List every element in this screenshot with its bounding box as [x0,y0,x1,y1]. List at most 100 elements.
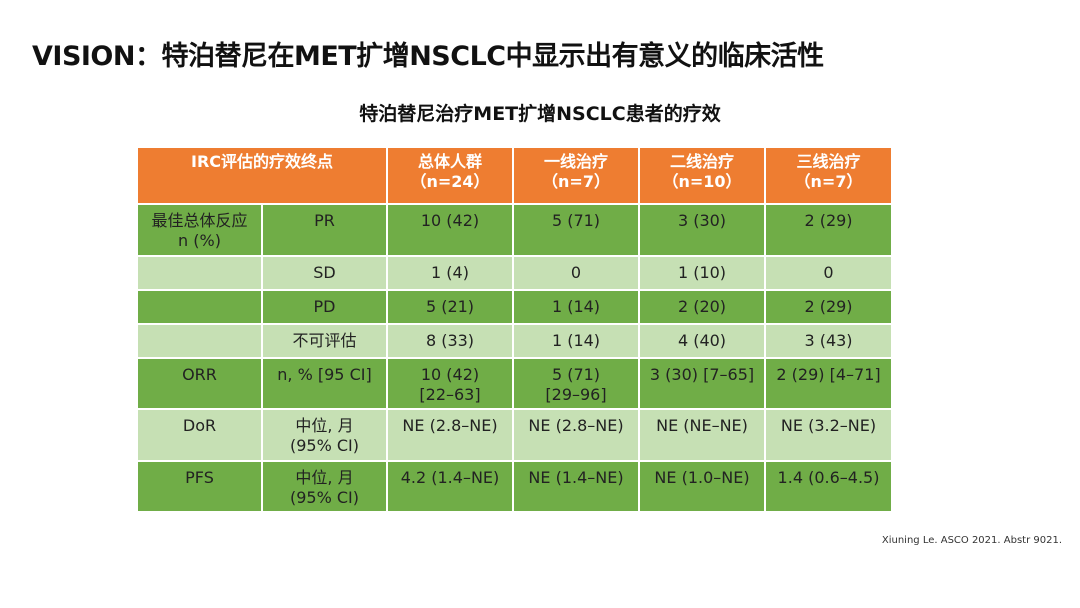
row-group-cell: 最佳总体反应 n (%) [136,203,263,257]
value-cell: NE (NE–NE) [638,408,766,462]
row-group-cell: DoR [136,408,263,462]
value-cell: 5 (71) [512,203,640,257]
value-cell: NE (2.8–NE) [512,408,640,462]
value-text: NE (NE–NE) [656,416,748,435]
value-text: 2 (20) [677,297,727,316]
value-text: 10 (42) [420,365,480,384]
row-group-label: PFS [185,468,214,487]
value-cell: 2 (29) [764,289,893,325]
value-text: NE (3.2–NE) [780,416,877,435]
table-row: 最佳总体反应 n (%) PR 10 (42) 5 (71) 3 (30) 2 … [136,203,893,257]
value-text: 0 [570,263,582,282]
table-row: ORR n, % [95 CI] 10 (42) [22–63] 5 (71) [2… [136,357,893,410]
value-cell: 10 (42) [22–63] [386,357,514,410]
value-text: NE (2.8–NE) [402,416,498,435]
value-cell: NE (1.0–NE) [638,460,766,513]
row-metric-cell: n, % [95 CI] [261,357,388,410]
value-cell: 1 (14) [512,323,640,359]
value-cell: 4.2 (1.4–NE) [386,460,514,513]
value-cell: 0 [512,255,640,291]
value-text: 3 (30) [677,211,727,230]
value-text: 1.4 (0.6–4.5) [777,468,880,487]
header-third-line: 三线治疗 （n=7） [764,146,893,205]
table-row: DoR 中位, 月 (95% CI) NE (2.8–NE) NE (2.8–N… [136,408,893,462]
value-text: 1 (4) [431,263,469,282]
value-text: 8 (33) [425,331,475,350]
value-cell: 3 (30) [7–65] [638,357,766,410]
table-row: SD 1 (4) 0 1 (10) 0 [136,255,893,291]
header-endpoint: IRC评估的疗效终点 [136,146,388,205]
table-title: 特泊替尼治疗MET扩增NSCLC患者的疗效 [359,103,721,125]
value-text: NE (2.8–NE) [528,416,624,435]
header-third-line-n: （n=7） [794,172,863,191]
value-cell: 2 (29) [764,203,893,257]
value-text: 2 (29) [804,211,853,230]
row-metric-sublabel: (95% CI) [289,436,360,455]
row-metric-cell: PR [261,203,388,257]
value-text: 5 (21) [425,297,475,316]
value-text: 0 [823,263,834,282]
value-cell: 1 (4) [386,255,514,291]
header-second-line: 二线治疗 （n=10） [638,146,766,205]
value-cell: 5 (71) [29–96] [512,357,640,410]
row-metric-label: 中位, 月 [295,468,354,487]
header-second-line-n: （n=10） [662,172,742,191]
header-first-line-label: 一线治疗 [543,152,608,171]
row-group-cell [136,289,263,325]
value-cell: 3 (43) [764,323,893,359]
value-text: 3 (30) [7–65] [649,365,755,384]
value-text: 3 (43) [804,331,853,350]
header-third-line-label: 三线治疗 [796,152,861,171]
source-citation: Xiuning Le. ASCO 2021. Abstr 9021. [881,535,1062,546]
value-cell: 5 (21) [386,289,514,325]
header-overall-n: （n=24） [410,172,490,191]
row-metric-cell: 中位, 月 (95% CI) [261,408,388,462]
header-overall: 总体人群 （n=24） [386,146,514,205]
row-group-sublabel: n (%) [178,231,221,250]
value-text: NE (1.0–NE) [654,468,750,487]
row-group-label: ORR [182,365,217,384]
header-first-line-n: （n=7） [542,172,610,191]
row-group-cell [136,323,263,359]
value-cell: 8 (33) [386,323,514,359]
value-cell: 2 (29) [4–71] [764,357,893,410]
row-metric-sublabel: (95% CI) [289,488,360,507]
value-text: 5 (71) [551,365,601,384]
row-metric-label: n, % [95 CI] [277,365,372,384]
row-group-label: DoR [182,416,217,435]
value-text: 1 (10) [677,263,727,282]
value-text: 2 (29) [4–71] [776,365,881,384]
row-group-label: 最佳总体反应 [151,211,248,230]
value-cell: 1 (10) [638,255,766,291]
header-second-line-label: 二线治疗 [669,152,734,171]
row-metric-label: 不可评估 [292,331,357,350]
value-text: 1 (14) [551,331,601,350]
value-cell: 2 (20) [638,289,766,325]
value-cell: 3 (30) [638,203,766,257]
table-row: PFS 中位, 月 (95% CI) 4.2 (1.4–NE) NE (1.4–… [136,460,893,513]
value-text: 1 (14) [551,297,601,316]
value-cell: 4 (40) [638,323,766,359]
table-row: PD 5 (21) 1 (14) 2 (20) 2 (29) [136,289,893,325]
value-cell: NE (3.2–NE) [764,408,893,462]
value-text: 10 (42) [420,211,480,230]
row-metric-label: PD [313,297,336,316]
value-text: 5 (71) [551,211,601,230]
row-group-cell: PFS [136,460,263,513]
table-row: 不可评估 8 (33) 1 (14) 4 (40) 3 (43) [136,323,893,359]
row-metric-label: SD [313,263,336,282]
row-metric-label: 中位, 月 [295,416,354,435]
value-cell: 0 [764,255,893,291]
value-cell: NE (1.4–NE) [512,460,640,513]
row-metric-cell: PD [261,289,388,325]
value-text-2: [22–63] [419,385,481,404]
value-text-2: [29–96] [545,385,607,404]
row-metric-label: PR [314,211,335,230]
header-first-line: 一线治疗 （n=7） [512,146,640,205]
header-overall-label: 总体人群 [417,152,482,171]
efficacy-table: IRC评估的疗效终点 总体人群 （n=24） 一线治疗 （n=7） 二线治疗 （… [136,146,893,513]
value-text: 4.2 (1.4–NE) [400,468,500,487]
value-cell: 1 (14) [512,289,640,325]
value-text: 2 (29) [804,297,853,316]
value-text: 4 (40) [677,331,727,350]
